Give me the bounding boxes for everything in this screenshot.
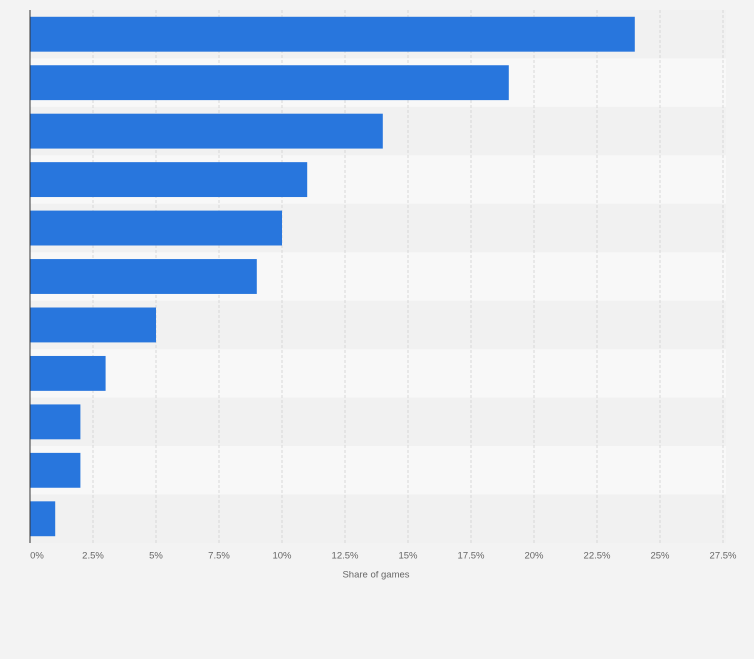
x-tick-label: 17.5% <box>458 551 485 562</box>
x-tick-label: 5% <box>149 551 163 562</box>
bar <box>30 259 257 294</box>
bar <box>30 162 308 198</box>
x-tick-label: 27.5% <box>710 551 737 562</box>
row-band <box>30 494 726 543</box>
bar <box>30 404 81 440</box>
x-tick-label: 10% <box>272 551 292 562</box>
row-band <box>30 446 726 495</box>
bar <box>30 113 383 149</box>
x-axis-title: Share of games <box>342 570 409 581</box>
x-tick-label: 22.5% <box>584 551 611 562</box>
bar <box>30 65 509 101</box>
row-band <box>30 397 726 447</box>
row-band <box>30 349 726 398</box>
bar <box>30 210 282 246</box>
x-tick-label: 25% <box>650 551 670 562</box>
bar <box>30 355 106 391</box>
bar <box>30 501 56 537</box>
x-tick-label: 2.5% <box>82 551 104 562</box>
x-tick-label: 0% <box>30 551 44 562</box>
x-tick-label: 7.5% <box>208 551 230 562</box>
bar <box>30 452 81 488</box>
x-tick-label: 20% <box>524 551 544 562</box>
bar <box>30 16 635 52</box>
bar <box>30 307 156 343</box>
x-tick-label: 12.5% <box>332 551 359 562</box>
x-tick-label: 15% <box>398 551 418 562</box>
